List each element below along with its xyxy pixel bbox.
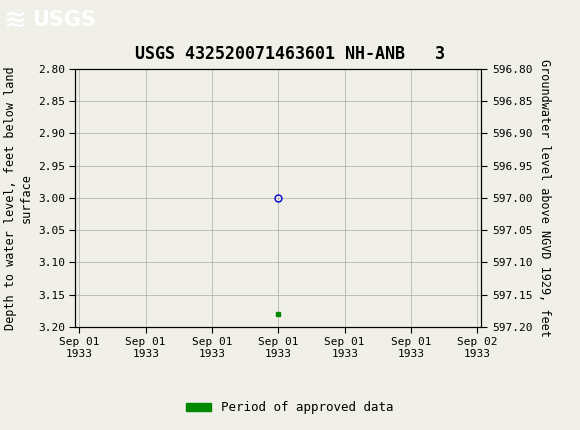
Y-axis label: Groundwater level above NGVD 1929, feet: Groundwater level above NGVD 1929, feet xyxy=(538,59,551,337)
Text: ≋: ≋ xyxy=(3,6,26,34)
Text: USGS 432520071463601 NH-ANB   3: USGS 432520071463601 NH-ANB 3 xyxy=(135,45,445,63)
Legend: Period of approved data: Period of approved data xyxy=(181,396,399,419)
Text: USGS: USGS xyxy=(32,10,96,31)
Y-axis label: Depth to water level, feet below land
surface: Depth to water level, feet below land su… xyxy=(5,66,32,330)
